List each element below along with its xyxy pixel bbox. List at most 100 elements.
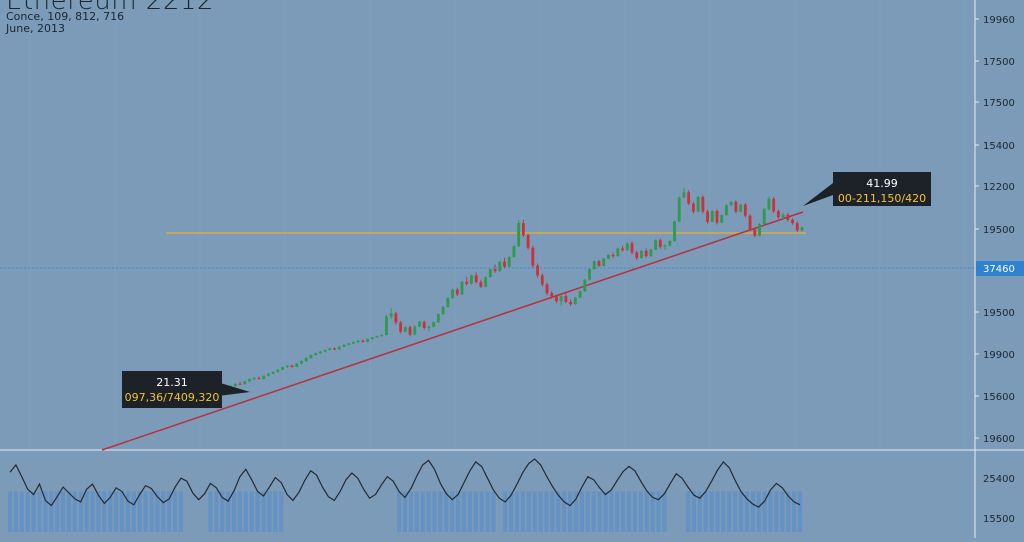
oscillator-bar: [762, 491, 767, 532]
candle-body: [555, 296, 558, 302]
oscillator-bar: [243, 491, 248, 532]
oscillator-bar: [131, 491, 136, 532]
oscillator-bar: [797, 491, 803, 532]
candle-body: [550, 293, 554, 297]
oscillator-bar: [49, 491, 54, 532]
candle-body: [484, 277, 488, 287]
oscillator-bar: [102, 491, 107, 532]
candle-body: [772, 198, 776, 212]
oscillator-bar: [520, 491, 525, 532]
candle-body: [687, 192, 691, 204]
oscillator-bar: [432, 491, 437, 532]
oscillator-bar: [509, 491, 514, 532]
candle-body: [715, 211, 719, 223]
candle-body: [432, 322, 436, 327]
oscillator-bar: [473, 491, 478, 532]
oscillator-bar: [438, 491, 443, 532]
oscillator-bar: [467, 491, 472, 532]
oscillator-bar: [279, 491, 284, 532]
candle-body: [644, 250, 648, 257]
candle-body: [408, 327, 412, 335]
candle-body: [748, 215, 752, 230]
candle-body: [328, 348, 332, 350]
oscillator-bar: [255, 491, 260, 532]
oscillator-bar: [31, 491, 36, 532]
oscillator-bar: [72, 491, 77, 532]
oscillator-bar: [78, 491, 83, 532]
candle-body: [621, 248, 624, 251]
oscillator-bar: [37, 491, 42, 532]
candle-body: [569, 301, 573, 305]
candle-body: [729, 201, 733, 206]
candle-body: [366, 339, 369, 342]
candle-body: [262, 375, 266, 380]
callout-top-value: 21.31: [156, 376, 188, 389]
candle-body: [337, 346, 341, 350]
candle-body: [271, 371, 275, 374]
candle-body: [635, 252, 639, 259]
oscillator-bar: [479, 491, 484, 532]
oscillator-bar: [90, 491, 95, 532]
candle-body: [276, 369, 280, 372]
candle-body: [238, 383, 242, 385]
oscillator-bar: [609, 491, 614, 532]
candle-body: [418, 321, 421, 327]
price-axis-label: 19600: [983, 434, 1015, 445]
candle-body: [243, 381, 247, 385]
oscillator-bar: [556, 491, 561, 532]
candle-body: [252, 377, 256, 380]
price-axis-label: 17500: [983, 57, 1015, 68]
oscillator-bar: [644, 491, 649, 532]
oscillator-bar: [66, 491, 72, 532]
oscillator-bar: [267, 491, 272, 532]
price-axis-label: 19900: [983, 350, 1015, 361]
oscillator-bar: [792, 491, 797, 532]
candle-body: [578, 291, 582, 298]
price-axis-label: 15400: [983, 141, 1015, 152]
candle-body: [465, 281, 469, 284]
candle-body: [503, 261, 506, 267]
candle-body: [734, 201, 738, 212]
oscillator-bar: [402, 491, 408, 532]
candle-body: [663, 245, 667, 247]
chart-title: Ethereum 2212: [6, 0, 214, 16]
oscillator-bar: [220, 491, 225, 532]
oscillator-bar: [420, 491, 425, 532]
oscillator-bar: [108, 491, 113, 532]
oscillator-bar: [756, 491, 761, 532]
candle-body: [545, 284, 549, 294]
candle-body: [696, 197, 700, 212]
callout-box: [122, 371, 222, 408]
oscillator-bar: [208, 491, 213, 532]
candle-body: [479, 282, 483, 287]
oscillator-bar: [656, 491, 661, 532]
candle-body: [781, 214, 785, 218]
oscillator-bar: [167, 491, 172, 532]
candle-body: [517, 223, 521, 247]
candle-body: [616, 248, 620, 257]
candle-body: [266, 373, 270, 376]
price-axis-label: 17500: [983, 98, 1015, 109]
candle-body: [493, 269, 497, 272]
oscillator-bar: [137, 491, 142, 532]
candle-body: [625, 243, 629, 251]
oscillator-bar: [414, 491, 419, 532]
oscillator-bar: [125, 491, 130, 532]
candle-body: [314, 353, 318, 356]
oscillator-bar: [503, 491, 508, 532]
price-axis-label: 19500: [983, 225, 1015, 236]
candle-body: [460, 281, 464, 295]
oscillator-bar: [585, 491, 590, 532]
oscillator-bar: [568, 491, 573, 532]
candle-body: [597, 261, 601, 266]
oscillator-bar: [43, 491, 48, 532]
price-axis-label: 15600: [983, 392, 1015, 403]
oscillator-bar: [397, 491, 402, 532]
oscillator-bar: [780, 491, 785, 532]
oscillator-bar: [597, 491, 602, 532]
candle-body: [507, 256, 511, 267]
candle-body: [583, 279, 587, 292]
